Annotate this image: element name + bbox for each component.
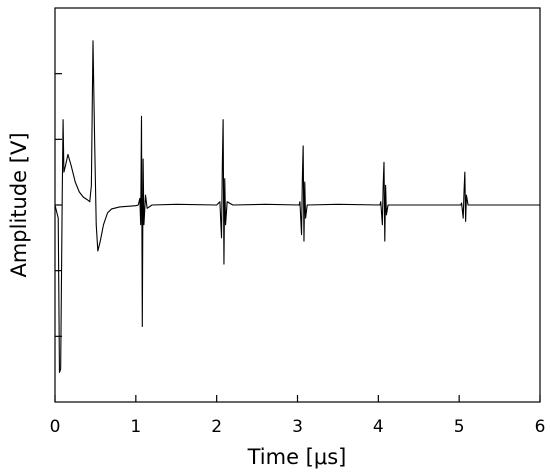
x-tick-label: 1 [130, 417, 141, 437]
x-axis-title: Time [μs] [247, 445, 347, 469]
x-tick-label: 5 [454, 417, 465, 437]
signal-line [54, 40, 540, 373]
x-tick-label: 0 [50, 417, 61, 437]
x-tick-label: 4 [373, 417, 384, 437]
x-tick-label: 2 [211, 417, 222, 437]
x-tick-label: 3 [292, 417, 303, 437]
y-axis-title: Amplitude [V] [7, 132, 31, 277]
x-tick-label: 6 [535, 417, 546, 437]
